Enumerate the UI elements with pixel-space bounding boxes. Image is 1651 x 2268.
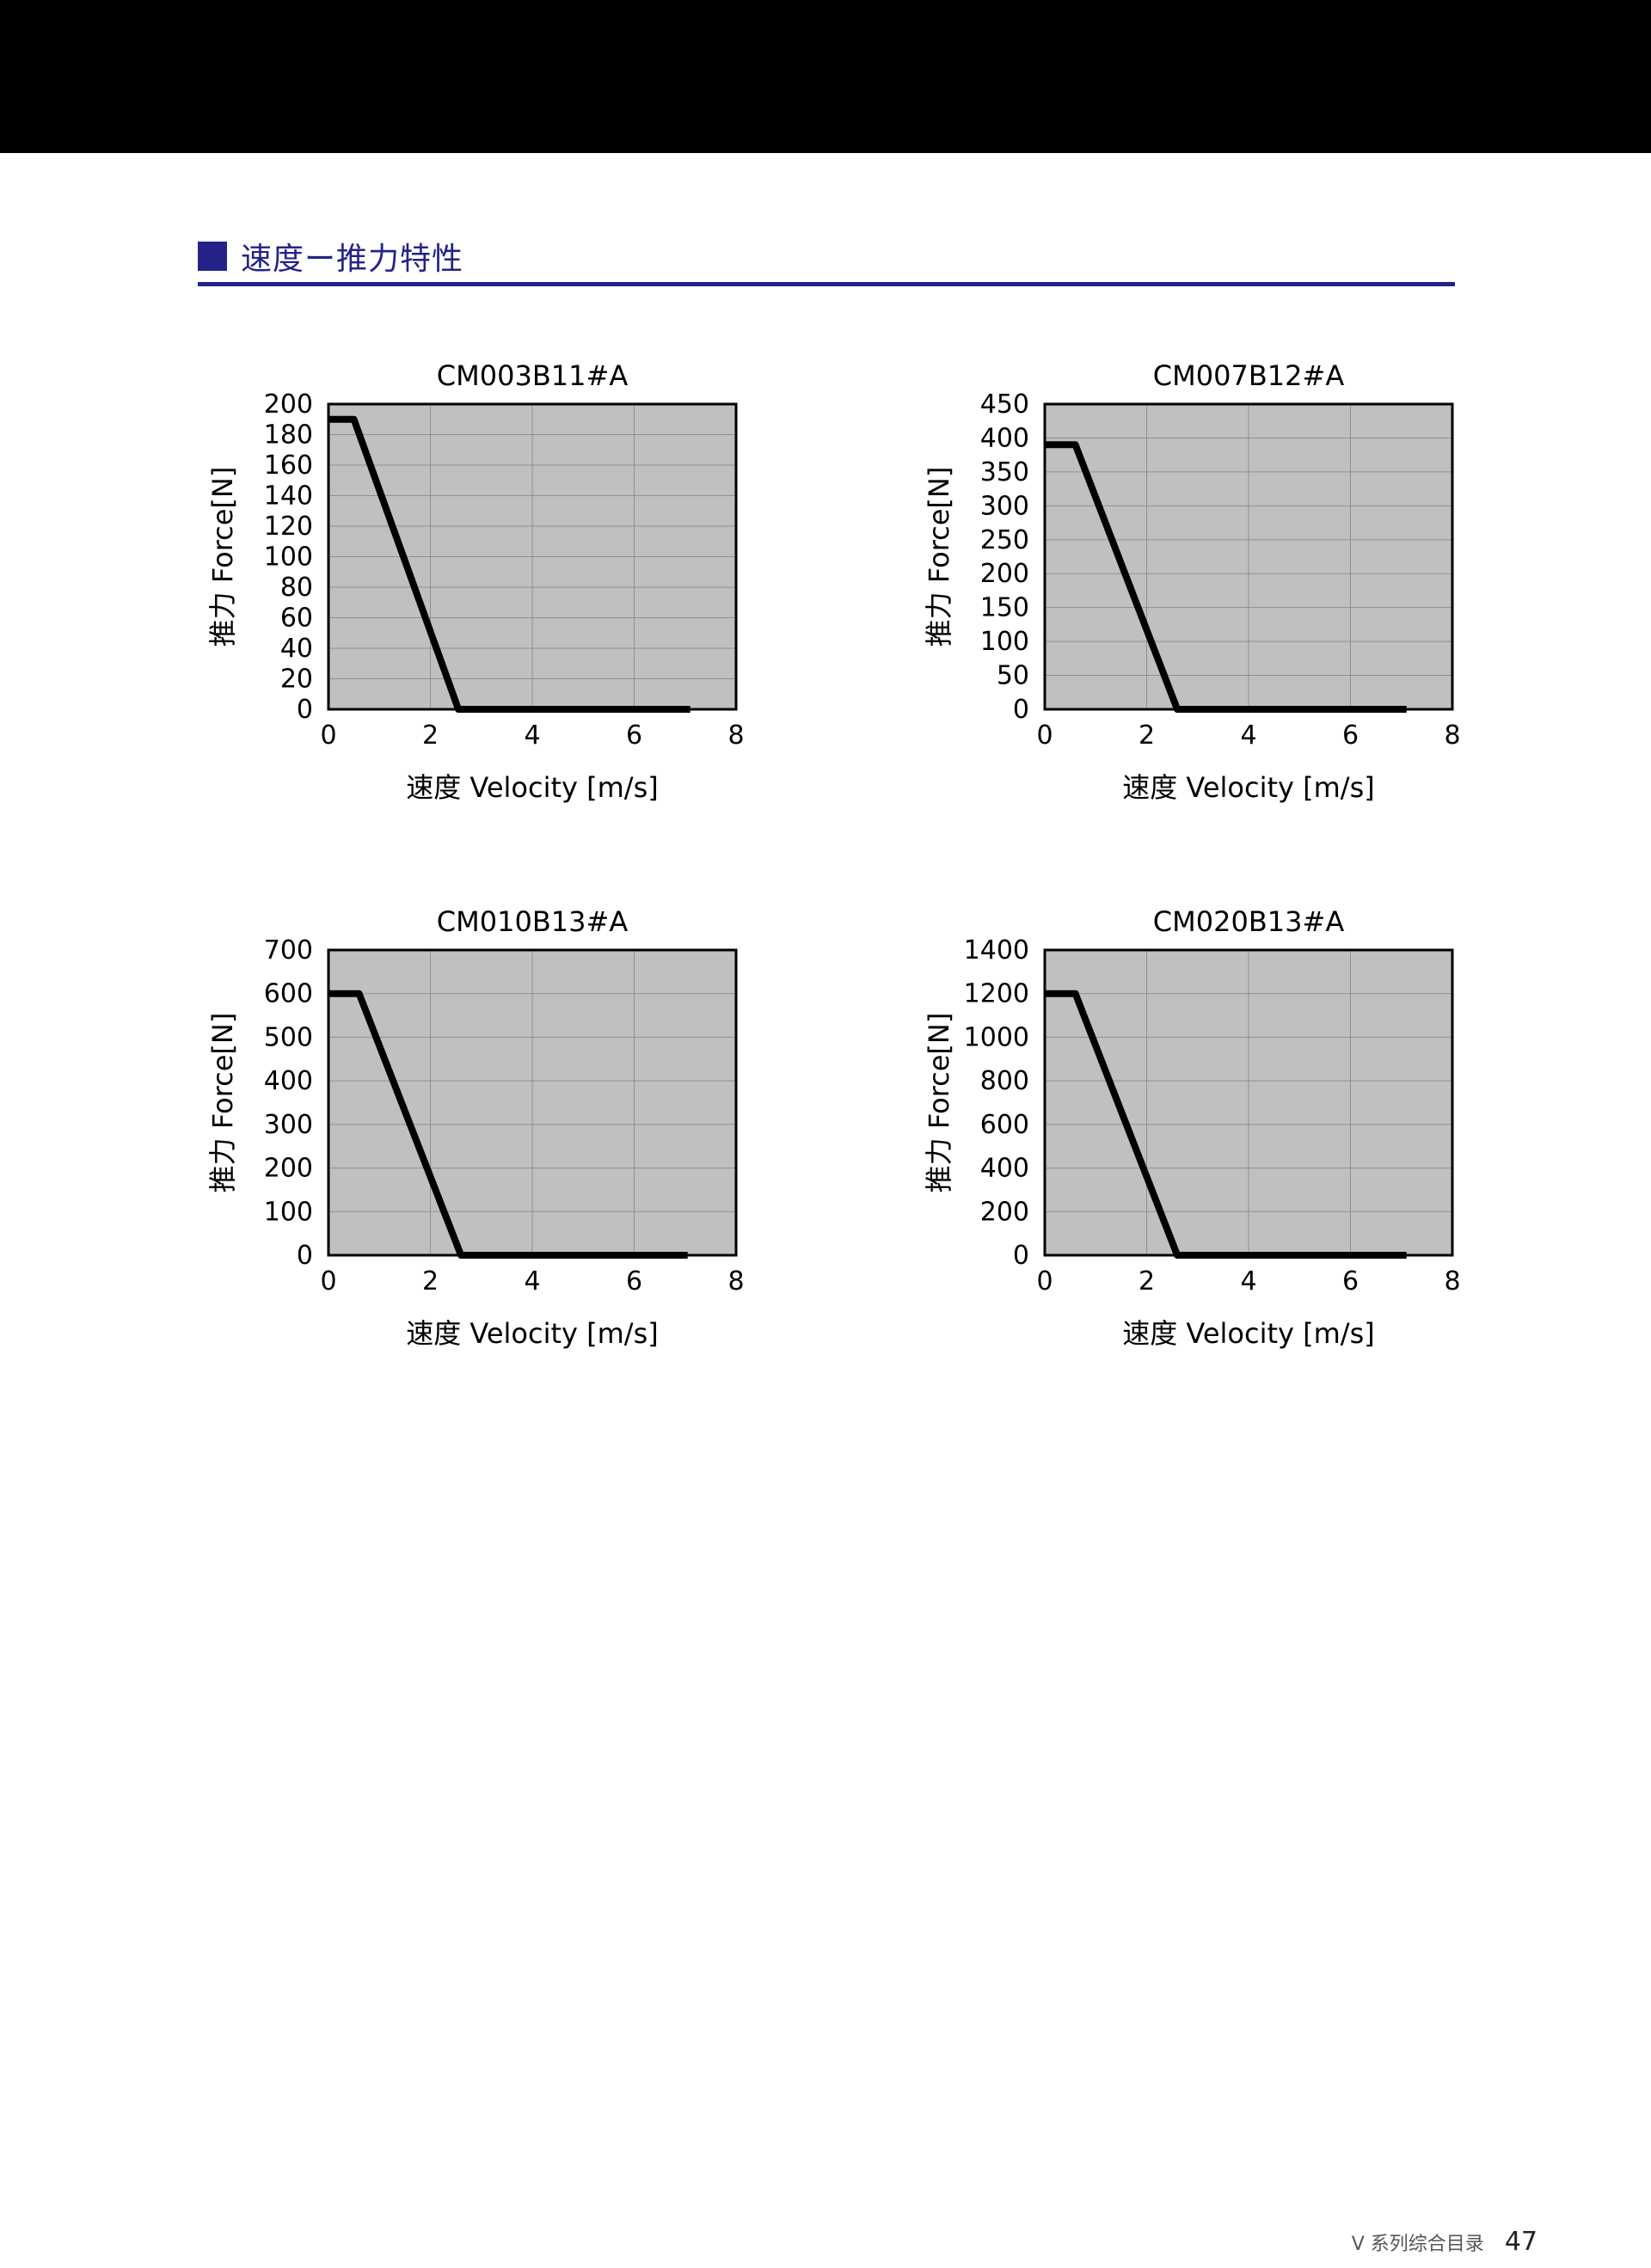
x-tick-label: 2	[1139, 720, 1155, 751]
y-tick-label: 1000	[964, 1022, 1029, 1052]
y-tick-label: 400	[980, 1154, 1029, 1184]
x-tick-label: 2	[422, 1266, 439, 1296]
y-tick-label: 80	[280, 573, 313, 603]
x-axis-label: 速度 Velocity [m/s]	[406, 771, 658, 804]
y-tick-label: 450	[980, 389, 1029, 420]
catalog-name: V 系列综合目录	[1351, 2234, 1484, 2255]
y-axis-label: 推力 Force[N]	[206, 1013, 239, 1193]
y-tick-label: 400	[264, 1066, 313, 1096]
y-tick-label: 40	[280, 634, 313, 664]
x-tick-label: 8	[1444, 1266, 1460, 1296]
heading-rule	[198, 282, 1455, 286]
chart-title: CM010B13#A	[437, 905, 629, 938]
chart-cm020b13a: CM020B13#A 0 200 400 600 800 1000 1200 1400 0 2 4 6 8…	[914, 894, 1482, 1376]
x-tick-label: 4	[524, 1266, 540, 1296]
chart-cm010b13a: CM010B13#A 0 100 200 300 400 500 600 700 0 2 4 6 8 速度 …	[198, 894, 765, 1376]
y-tick-label: 100	[980, 627, 1029, 657]
chart-svg: CM020B13#A 0 200 400 600 800 1000 1200 1400 0 2 4 6 8…	[923, 905, 1461, 1350]
x-tick-label: 4	[1240, 1266, 1256, 1296]
y-tick-label: 700	[264, 935, 313, 965]
y-tick-label: 1400	[964, 935, 1029, 965]
x-tick-label: 0	[1036, 1266, 1053, 1296]
y-tick-label: 200	[980, 559, 1029, 589]
y-tick-label: 0	[1013, 1241, 1029, 1271]
chart-cm007b12a: CM007B12#A 0 50 100 150 200 250 300 350 400 450 0 2 4…	[914, 348, 1482, 830]
chart-svg: CM010B13#A 0 100 200 300 400 500 600 700 0 2 4 6 8 速度 …	[206, 905, 745, 1350]
page-footer: V 系列综合目录 47	[1352, 2227, 1537, 2257]
y-tick-label: 0	[297, 1241, 313, 1271]
force-velocity-line	[328, 990, 688, 1259]
section-title: 速度ー推力特性	[241, 242, 464, 277]
y-tick-label: 200	[264, 1154, 313, 1184]
x-tick-label: 6	[1342, 720, 1359, 751]
heading-square-icon	[198, 242, 227, 271]
y-tick-label: 600	[264, 979, 313, 1009]
force-velocity-line	[1045, 441, 1407, 713]
x-tick-label: 0	[1036, 720, 1053, 751]
top-banner	[0, 0, 1651, 153]
y-tick-label: 500	[264, 1022, 313, 1052]
y-tick-label: 600	[980, 1110, 1029, 1140]
y-tick-label: 120	[264, 512, 313, 542]
x-tick-label: 2	[1139, 1266, 1155, 1296]
x-tick-label: 2	[422, 720, 439, 751]
chart-title: CM020B13#A	[1153, 905, 1345, 938]
y-tick-label: 300	[264, 1110, 313, 1140]
chart-title: CM003B11#A	[437, 359, 629, 392]
y-tick-label: 100	[264, 1197, 313, 1227]
x-tick-label: 6	[626, 1266, 642, 1296]
y-tick-label: 1200	[964, 979, 1029, 1009]
x-tick-label: 8	[1444, 720, 1460, 751]
x-tick-label: 6	[626, 720, 642, 751]
page-number: 47	[1504, 2227, 1537, 2257]
y-tick-label: 200	[264, 389, 313, 420]
y-tick-label: 400	[980, 423, 1029, 453]
x-tick-label: 8	[727, 1266, 744, 1296]
force-velocity-line	[328, 415, 690, 713]
y-tick-label: 60	[280, 604, 313, 634]
y-tick-label: 200	[980, 1197, 1029, 1227]
y-tick-label: 350	[980, 457, 1029, 487]
y-tick-label: 250	[980, 525, 1029, 555]
y-tick-label: 160	[264, 451, 313, 481]
y-tick-label: 800	[980, 1066, 1029, 1096]
x-tick-label: 4	[524, 720, 540, 751]
y-tick-label: 100	[264, 542, 313, 573]
x-tick-label: 8	[727, 720, 744, 751]
chart-title: CM007B12#A	[1153, 359, 1345, 392]
y-tick-label: 140	[264, 481, 313, 512]
y-axis-label: 推力 Force[N]	[923, 467, 955, 647]
x-axis-label: 速度 Velocity [m/s]	[1122, 1317, 1374, 1350]
y-tick-label: 0	[1013, 695, 1029, 725]
y-tick-label: 300	[980, 491, 1029, 521]
x-tick-label: 6	[1342, 1266, 1359, 1296]
x-tick-label: 4	[1240, 720, 1256, 751]
y-axis-label: 推力 Force[N]	[923, 1013, 955, 1193]
x-tick-label: 0	[320, 720, 336, 751]
y-axis-label: 推力 Force[N]	[206, 467, 239, 647]
y-tick-label: 0	[297, 695, 313, 725]
x-axis-label: 速度 Velocity [m/s]	[1122, 771, 1374, 804]
y-tick-label: 20	[280, 665, 313, 695]
y-tick-label: 50	[997, 661, 1029, 691]
y-tick-label: 150	[980, 593, 1029, 623]
section-heading: 速度ー推力特性	[198, 232, 463, 280]
x-axis-label: 速度 Velocity [m/s]	[406, 1317, 658, 1350]
chart-cm003b11a: CM003B11#A 0 20 40 60 80 100 120 140 160 180 200 0 2 4…	[198, 348, 765, 830]
x-tick-label: 0	[320, 1266, 336, 1296]
y-tick-label: 180	[264, 420, 313, 451]
force-velocity-line	[1045, 990, 1407, 1259]
